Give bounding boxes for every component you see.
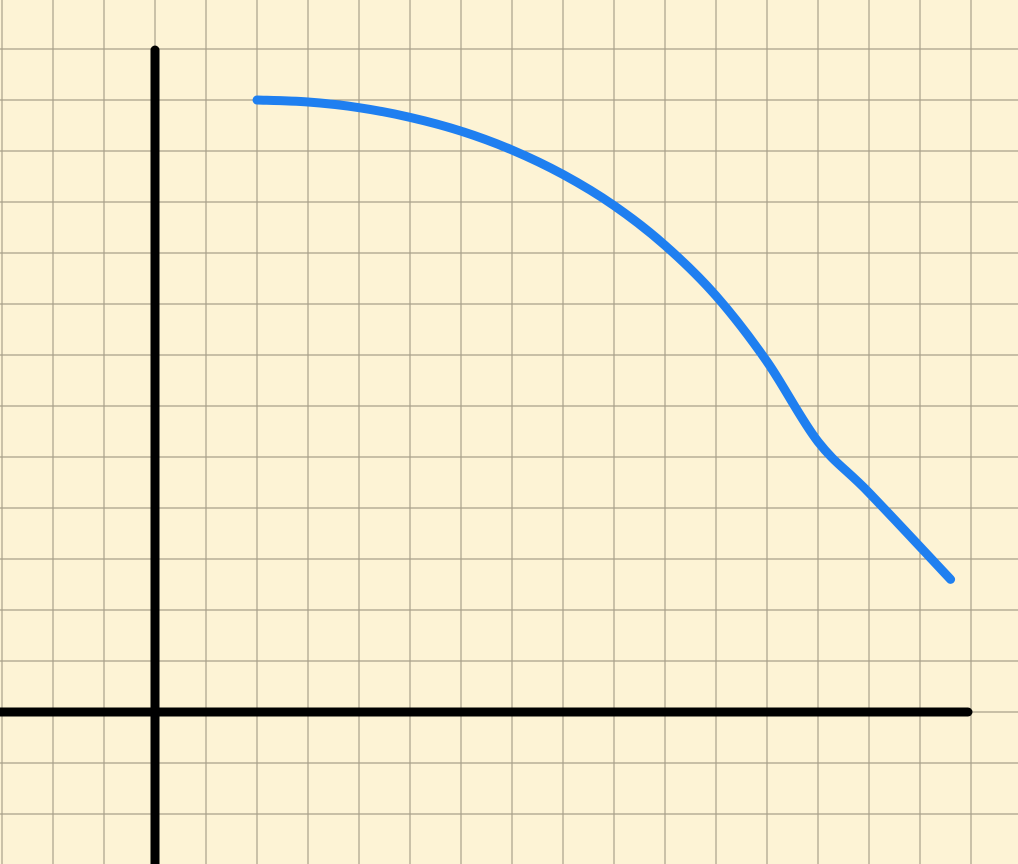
axes [0, 45, 973, 864]
series-layer [252, 95, 956, 584]
series-curve-0 [252, 95, 956, 584]
